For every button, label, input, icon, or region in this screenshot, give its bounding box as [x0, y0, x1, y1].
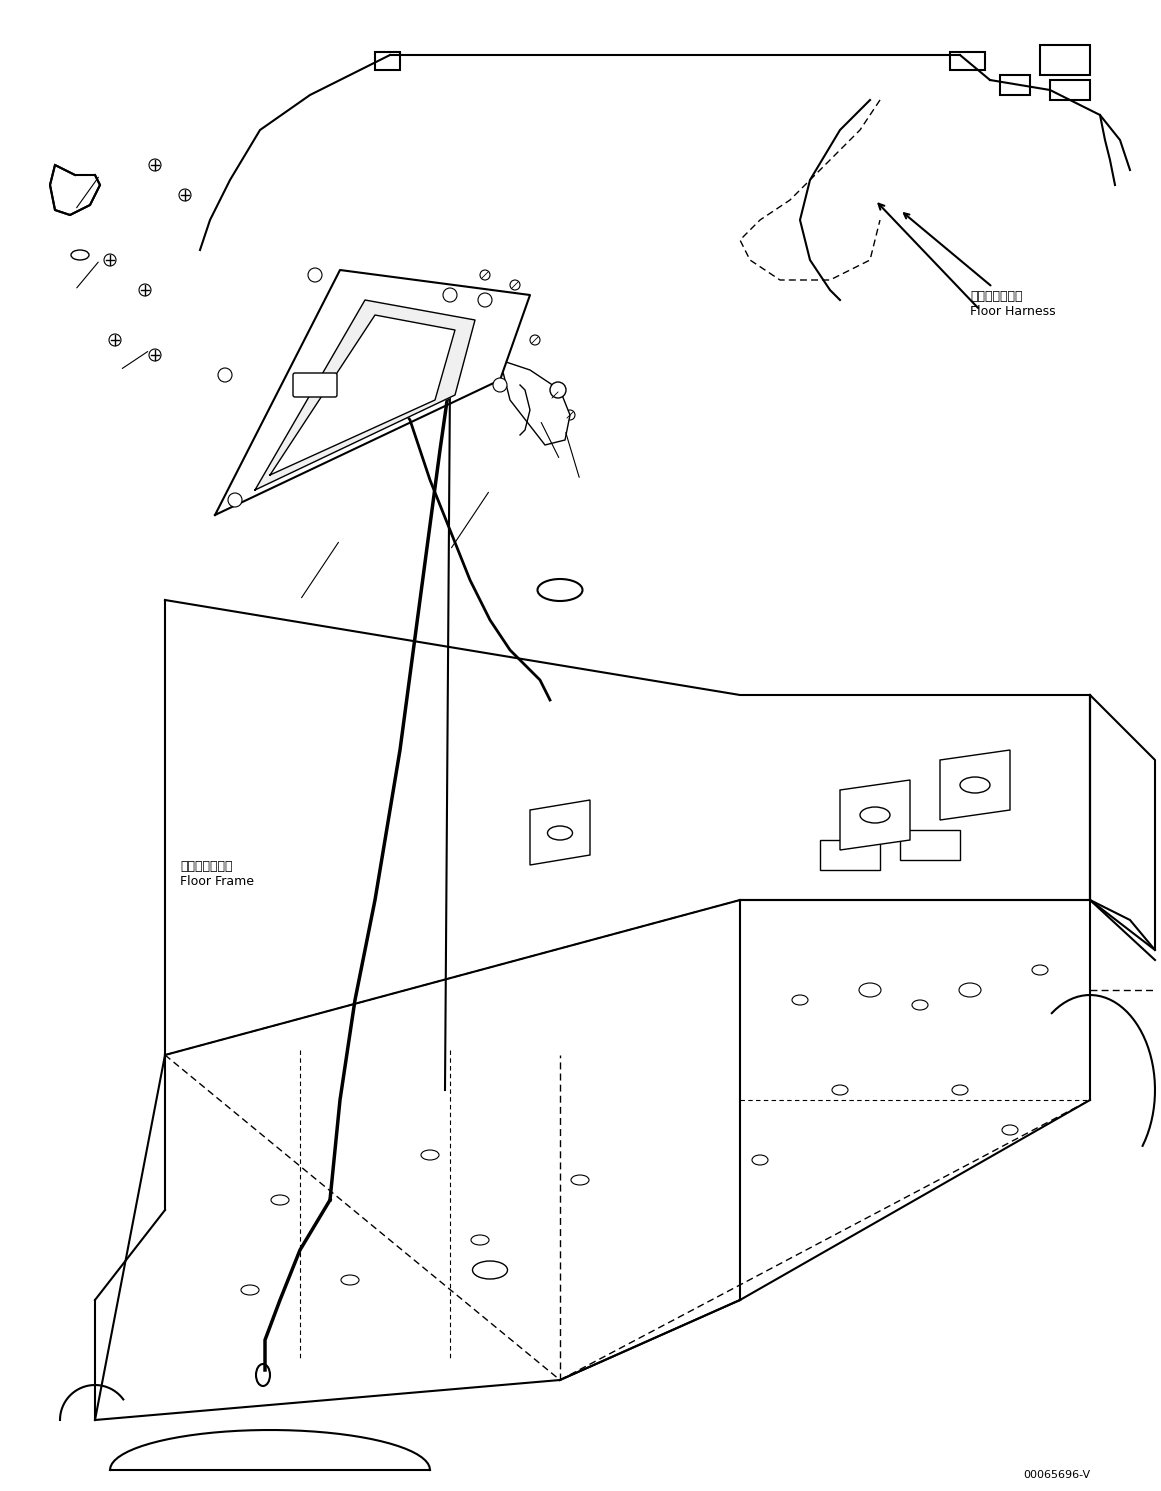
Circle shape [493, 379, 507, 392]
Polygon shape [50, 166, 100, 215]
Circle shape [109, 334, 121, 346]
Polygon shape [940, 750, 1010, 820]
Circle shape [550, 391, 560, 400]
Circle shape [149, 349, 161, 361]
Polygon shape [255, 300, 475, 491]
FancyBboxPatch shape [1040, 45, 1090, 75]
Circle shape [565, 410, 575, 420]
Polygon shape [1050, 81, 1090, 100]
Circle shape [510, 280, 520, 291]
Circle shape [104, 253, 116, 265]
FancyBboxPatch shape [375, 52, 401, 70]
Circle shape [531, 335, 540, 344]
Ellipse shape [548, 826, 572, 839]
Circle shape [149, 160, 161, 171]
Text: 00065696-V: 00065696-V [1023, 1470, 1090, 1481]
Circle shape [139, 283, 151, 297]
Ellipse shape [255, 1364, 271, 1387]
Circle shape [218, 368, 232, 382]
Ellipse shape [538, 579, 583, 601]
Polygon shape [215, 270, 531, 514]
Circle shape [179, 189, 192, 201]
Ellipse shape [71, 250, 89, 259]
Polygon shape [531, 801, 590, 865]
Ellipse shape [860, 807, 890, 823]
Circle shape [444, 288, 457, 303]
Circle shape [479, 270, 490, 280]
Ellipse shape [960, 777, 990, 793]
Circle shape [228, 494, 241, 507]
FancyBboxPatch shape [950, 52, 985, 70]
Circle shape [308, 268, 322, 282]
Text: フロアフレーム
Floor Frame: フロアフレーム Floor Frame [180, 860, 254, 889]
Circle shape [550, 382, 567, 398]
Circle shape [460, 325, 470, 335]
FancyBboxPatch shape [1000, 75, 1030, 95]
Polygon shape [271, 315, 455, 476]
FancyBboxPatch shape [293, 373, 337, 397]
Polygon shape [500, 359, 570, 444]
Text: フロアハーネス
Floor Harness: フロアハーネス Floor Harness [904, 213, 1055, 318]
Polygon shape [841, 780, 910, 850]
Circle shape [478, 294, 492, 307]
Circle shape [435, 335, 445, 344]
